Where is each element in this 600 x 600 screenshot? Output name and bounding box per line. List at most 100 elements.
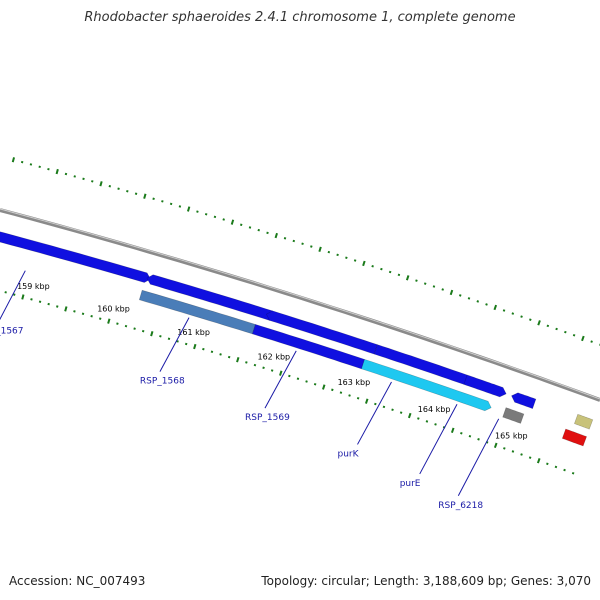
inner-tick [193, 343, 197, 350]
inner-tick [511, 450, 515, 453]
inner-tick [219, 353, 222, 356]
inner-tick [485, 441, 489, 444]
outer-tick [55, 168, 59, 175]
inner-tick [202, 347, 205, 351]
inner-tick [356, 397, 360, 400]
kbp-label: 161 kbp [177, 328, 210, 337]
outer-tick [380, 267, 383, 271]
outer-tick-ring [11, 157, 600, 346]
outer-tick [204, 212, 208, 216]
inner-tick [468, 435, 472, 438]
outer-tick [47, 167, 50, 171]
outer-tick [485, 303, 488, 306]
chromosome-backbone-highlight [0, 208, 600, 400]
gene-feature-f-gray[interactable] [502, 407, 525, 424]
inner-tick [528, 456, 532, 459]
gene-feature-f-rsp1569[interactable] [265, 310, 378, 355]
map-title: Rhodobacter sphaeroides 2.4.1 chromosome… [84, 10, 516, 25]
inner-tick [150, 331, 154, 337]
outer-tick [537, 320, 541, 326]
outer-tick [38, 165, 41, 169]
inner-tick [546, 462, 549, 466]
outer-tick [310, 245, 313, 248]
inner-tick [98, 317, 102, 320]
outer-tick [529, 318, 532, 321]
gene-label-RSP_6218[interactable]: RSP_6218 [438, 501, 483, 511]
inner-tick [133, 327, 136, 330]
outer-tick [283, 237, 287, 240]
outer-tick [266, 231, 269, 235]
gene-feature-f-rsp1567[interactable] [0, 230, 151, 283]
outer-tick [274, 232, 278, 239]
inner-tick [399, 411, 403, 414]
inner-tick [563, 468, 566, 472]
inner-tick [364, 398, 369, 404]
gene-label-RSP_1569[interactable]: RSP_1569 [245, 413, 290, 423]
outer-tick [134, 192, 138, 195]
inner-tick-ring [4, 291, 575, 475]
accession-text: Accession: NC_007493 [9, 574, 146, 588]
inner-tick [460, 432, 463, 435]
outer-tick [152, 197, 155, 201]
inner-tick [262, 366, 265, 370]
outer-tick [29, 163, 33, 166]
outer-tick [449, 289, 454, 296]
inner-tick [425, 420, 429, 423]
outer-tick [196, 210, 199, 213]
outer-tick [564, 330, 567, 334]
outer-tick [108, 184, 112, 188]
gene-label-RSP_1568[interactable]: RSP_1568 [140, 377, 185, 387]
outer-tick [397, 273, 401, 277]
outer-tick [222, 218, 225, 221]
inner-tick [450, 427, 455, 433]
inner-tick [407, 412, 412, 419]
outer-tick [555, 327, 558, 331]
outer-tick [423, 282, 427, 285]
outer-tick [353, 259, 357, 262]
inner-tick [141, 329, 145, 333]
inner-tick [331, 388, 334, 392]
outer-tick [91, 180, 94, 183]
inner-tick [417, 417, 420, 420]
inner-tick [348, 394, 351, 397]
inner-tick [270, 369, 274, 372]
gene-label-leader [264, 350, 297, 409]
inner-tick [73, 310, 76, 313]
topology-summary: Topology: circular; Length: 3,188,609 bp… [261, 574, 591, 588]
gene-label-leader [457, 418, 500, 497]
gene-feature-f-red[interactable] [561, 428, 587, 447]
outer-tick [441, 288, 444, 291]
inner-tick [30, 298, 33, 301]
outer-tick [213, 215, 217, 219]
inner-tick [554, 465, 558, 469]
outer-tick [301, 242, 304, 246]
gene-label-RSP_1567[interactable]: RSP_1567 [0, 327, 24, 337]
gene-feature-f-rsp6218[interactable] [511, 392, 537, 409]
outer-tick [345, 256, 348, 259]
inner-tick [47, 302, 50, 306]
outer-tick [73, 175, 76, 178]
outer-tick [546, 324, 550, 328]
gene-label-purK[interactable]: purK [338, 449, 360, 459]
kbp-label: 163 kbp [338, 378, 371, 387]
inner-tick [288, 374, 291, 378]
inner-tick [210, 350, 214, 354]
gene-label-purE[interactable]: purE [400, 479, 421, 489]
inner-tick [339, 391, 343, 394]
outer-tick [64, 172, 68, 176]
outer-tick [590, 340, 593, 343]
inner-tick [382, 405, 386, 409]
outer-tick [572, 334, 576, 337]
gene-feature-f-purE[interactable] [463, 374, 507, 398]
outer-tick [143, 193, 147, 199]
inner-tick [374, 402, 377, 406]
gene-feature-f-olive[interactable] [574, 413, 594, 430]
outer-tick [405, 275, 410, 281]
outer-tick [186, 206, 191, 212]
outer-tick [292, 239, 296, 243]
outer-tick [239, 223, 243, 227]
gene-feature-f-cyan[interactable] [361, 359, 492, 412]
outer-tick [178, 205, 182, 208]
inner-tick [313, 382, 317, 386]
